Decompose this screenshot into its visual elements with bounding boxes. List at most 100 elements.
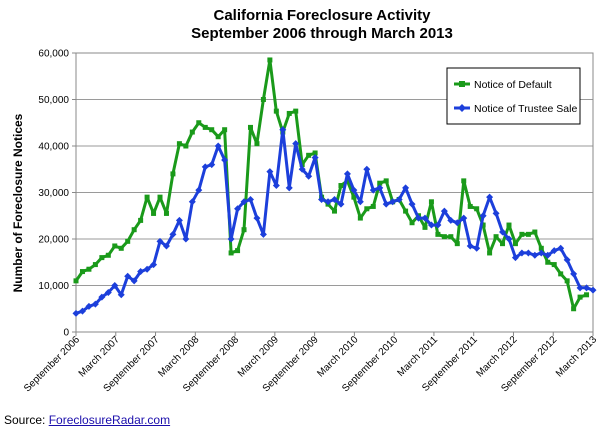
data-point [551,262,557,268]
data-point [99,255,105,261]
data-point [524,249,532,257]
data-point [253,214,261,222]
data-point [403,208,409,214]
data-point [91,300,99,308]
data-point [86,266,92,272]
data-point [461,178,467,184]
data-point [531,251,539,259]
data-point [222,127,228,133]
data-point [570,270,578,278]
chart-subtitle: September 2006 through March 2013 [191,25,453,42]
data-point [298,165,306,173]
data-point [228,250,234,256]
data-point [266,168,274,176]
data-point [589,286,597,294]
data-point [208,161,216,169]
data-point [440,207,448,215]
data-point [92,262,98,268]
data-point [447,216,455,224]
data-point [376,184,384,192]
data-point [183,143,189,149]
data-point [454,241,460,247]
data-point [486,193,494,201]
data-point [409,220,415,226]
data-point [389,198,397,206]
data-point [246,195,254,203]
data-point [479,212,487,220]
data-point [273,108,279,114]
data-point [545,259,551,265]
legend-marker-default [459,81,465,87]
data-point [305,172,313,180]
data-point [104,288,112,296]
data-point [519,231,525,237]
data-point [363,165,371,173]
data-point [428,199,434,205]
data-point [564,278,570,284]
data-point [163,210,169,216]
legend-marker-trustee [458,104,466,112]
data-point [79,269,85,275]
data-point [138,217,144,223]
data-point [221,156,229,164]
data-point [427,221,435,229]
data-point [480,222,486,228]
data-point [162,242,170,250]
data-point [364,206,370,212]
data-point [227,235,235,243]
data-point [532,229,538,235]
data-point [382,200,390,208]
data-point [292,140,300,148]
data-point [422,224,428,230]
data-point [157,194,163,200]
data-point [369,186,377,194]
data-point [415,214,423,222]
data-point [550,247,558,255]
data-point [235,248,241,254]
data-point [544,251,552,259]
data-point [434,221,442,229]
data-point [144,194,150,200]
data-point [453,219,461,227]
data-point [421,214,429,222]
data-point [343,170,351,178]
data-point [377,180,383,186]
data-point [402,184,410,192]
legend: Notice of Default Notice of Trustee Sale [446,67,581,125]
data-point [351,194,357,200]
data-point [395,195,403,203]
data-point [78,307,86,315]
data-point [525,231,531,237]
data-point [558,271,564,277]
data-point [332,208,337,214]
data-point [500,241,506,247]
data-point [98,293,106,301]
y-tick-label: 0 [63,328,69,339]
series-notice-of-trustee-sale [72,126,597,317]
data-point [209,127,215,133]
data-point [538,245,544,251]
data-point [267,57,273,63]
data-point [571,306,577,312]
data-point [137,268,145,276]
data-point [72,309,80,317]
data-point [131,227,137,233]
source-link[interactable]: ForeclosureRadar.com [48,413,171,427]
y-tick-label: 20,000 [38,235,69,246]
data-point [170,171,176,177]
source-label: Source: [4,413,46,427]
data-point [125,238,131,244]
series-lines [72,57,597,317]
data-point [156,237,164,245]
data-point [169,230,177,238]
data-point [383,178,389,184]
data-point [577,294,583,300]
x-tick-label: September 2006 [22,334,82,394]
data-point [499,228,507,236]
data-point [583,284,591,292]
data-point [350,186,358,194]
data-point [306,152,312,158]
data-point [473,244,481,252]
data-point [234,205,242,213]
x-tick-label: March 2013 [554,334,599,379]
